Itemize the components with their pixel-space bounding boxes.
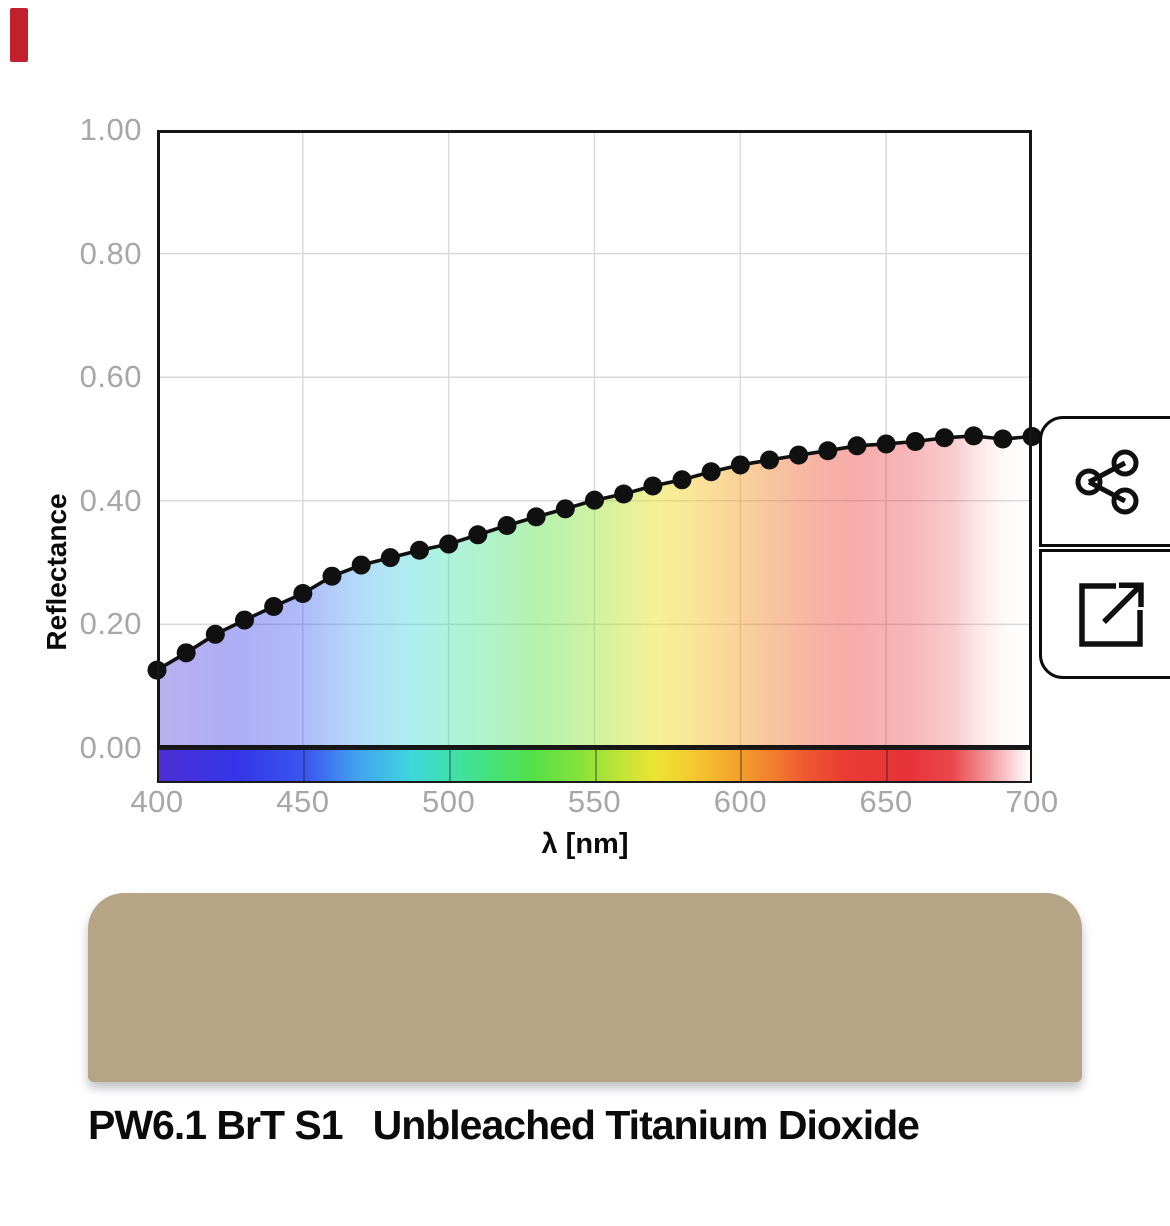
spectrum-bar-tick [302, 750, 305, 781]
x-tick-label: 550 [567, 784, 622, 819]
plot-border [157, 130, 1032, 748]
pigment-color-swatch[interactable] [88, 893, 1082, 1082]
spectral-curve-plot [147, 130, 1042, 748]
pigment-name: Unbleached Titanium Dioxide [372, 1102, 920, 1148]
red-marker [10, 8, 28, 62]
open-external-icon [1079, 582, 1144, 647]
open-external-button[interactable] [1039, 549, 1170, 679]
y-tick-label: 0.00 [79, 730, 142, 765]
share-icon [1075, 449, 1139, 515]
x-tick-label: 500 [422, 784, 476, 819]
x-tick-label: 400 [130, 784, 184, 819]
pigment-code: PW6.1 BrT S1 [88, 1102, 344, 1148]
y-tick-label: 0.80 [79, 235, 142, 271]
y-tick-label: 0.20 [79, 606, 142, 642]
spectrum-bar-tick [886, 750, 889, 781]
share-button[interactable] [1039, 416, 1170, 547]
spectrum-bar-tick [448, 750, 451, 781]
y-tick-label: 0.40 [79, 482, 142, 518]
spectrum-fill-area [157, 435, 1032, 748]
x-tick-label: 700 [1005, 784, 1059, 819]
x-tick-label: 600 [713, 784, 767, 819]
y-tick-label: 1.00 [79, 112, 142, 147]
pigment-title: PW6.1 BrT S1 Unbleached Titanium Dioxide [88, 1102, 920, 1149]
spectrum-color-bar [157, 748, 1032, 783]
x-tick-label: 450 [276, 784, 330, 819]
spectrum-bar-tick [740, 750, 743, 781]
x-tick-label: 650 [859, 784, 913, 819]
x-axis-label: λ [nm] [541, 828, 629, 860]
spectrum-bar-tick [594, 750, 597, 781]
y-tick-label: 0.60 [79, 359, 142, 395]
